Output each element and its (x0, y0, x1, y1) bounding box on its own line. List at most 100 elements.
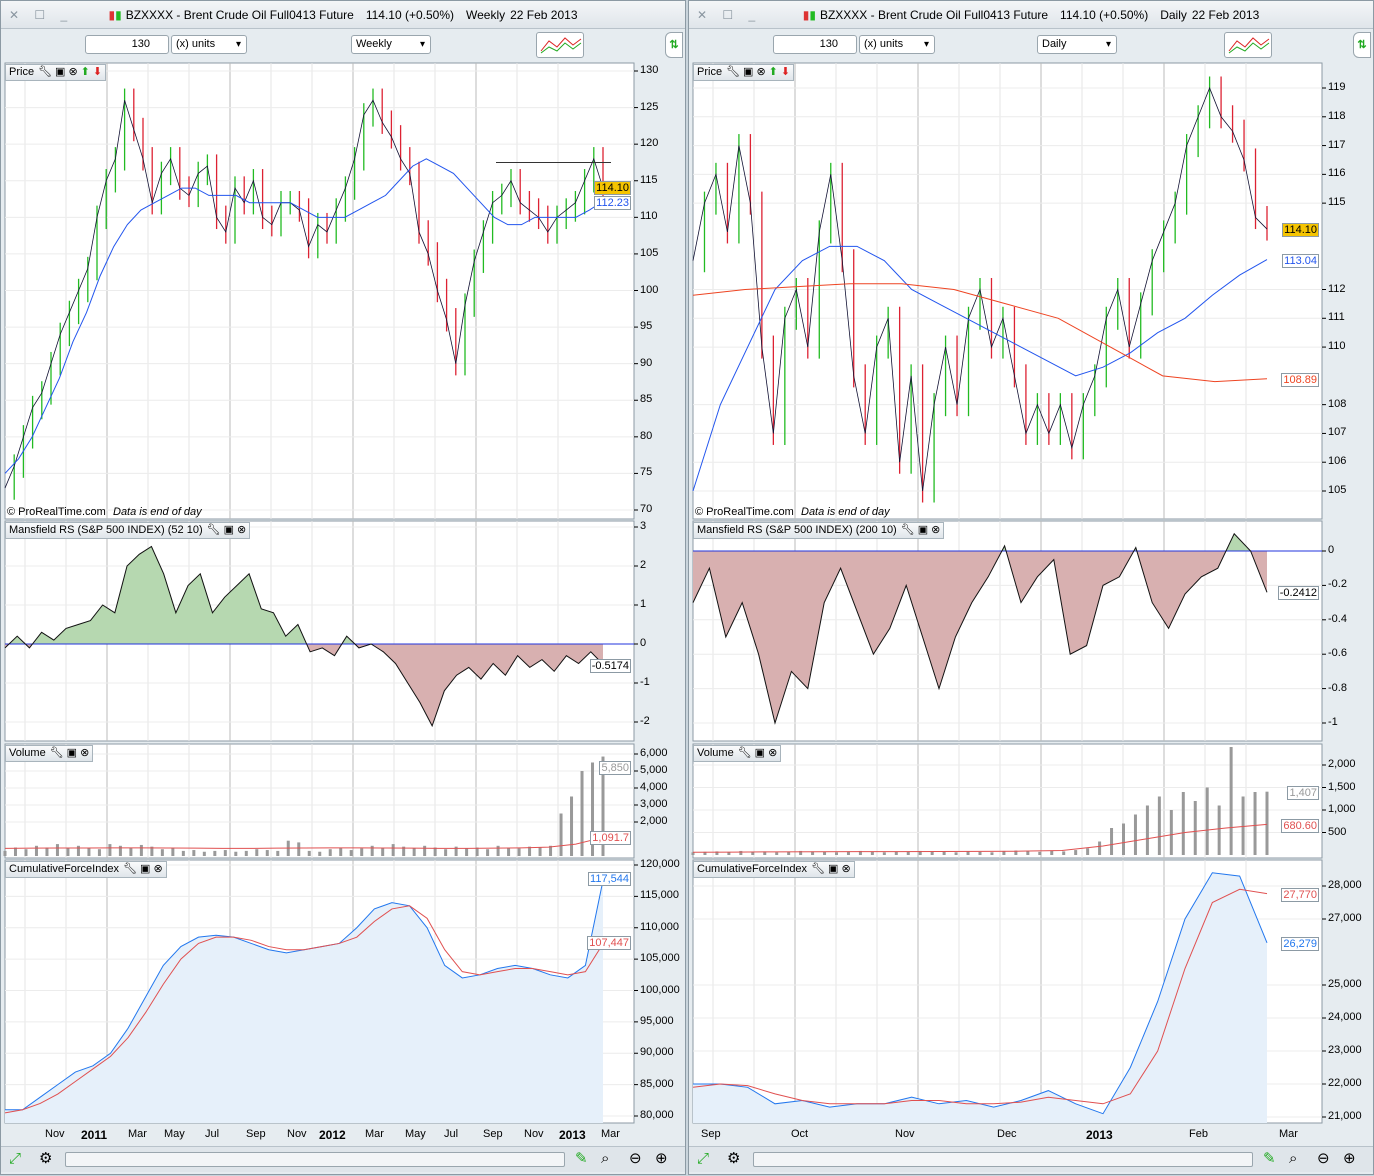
volume-bar (823, 851, 827, 855)
volume-bar (942, 851, 946, 855)
indicator-name: CumulativeForceIndex (9, 863, 120, 875)
indicators-icon[interactable] (536, 32, 584, 58)
mansfield-pane-label[interactable]: Mansfield RS (S&P 500 INDEX) (52 10) 🔧︎ ▣ ⊗ (5, 522, 251, 539)
volume-bar (882, 852, 886, 855)
volume-bar (775, 852, 779, 855)
window-controls[interactable]: ✕ ☐ _ (9, 8, 74, 22)
moving-average-red-line (692, 283, 1268, 383)
zoom-out-icon[interactable]: ⊖ (1317, 1150, 1330, 1167)
wrench-icon[interactable]: 🔧︎ (123, 863, 138, 875)
volume-bar (570, 796, 574, 856)
wrench-icon[interactable]: 🔧︎ (900, 524, 915, 536)
volume-bar (297, 842, 301, 856)
cfi-pane-label[interactable]: CumulativeForceIndex 🔧︎ ▣ ⊗ (693, 861, 855, 878)
volume-bar (192, 850, 196, 856)
close-icon[interactable]: ⊗ (80, 747, 90, 759)
price-pane-label[interactable]: Price 🔧︎ ▣ ⊗ ⬆ ⬇ (693, 64, 795, 81)
negative-area (693, 551, 1267, 723)
horizontal-scrollbar[interactable] (753, 1152, 1253, 1167)
x-axis-label: 2013 (559, 1128, 586, 1142)
zoom-fit-icon[interactable]: ⤢ (9, 1150, 22, 1167)
units-input[interactable]: 130 (773, 35, 857, 54)
volume-bar (517, 848, 521, 856)
price-pane-label[interactable]: Price 🔧︎ ▣ ⊗ ⬆ ⬇ (5, 64, 107, 81)
sidebar-toggle-icon[interactable]: ⇅ (665, 32, 683, 58)
axis-label: 105 (640, 246, 659, 259)
toolbar: 130(x) units Daily ⇅ (689, 30, 1373, 60)
volume-bar (811, 851, 815, 855)
sidebar-toggle-icon[interactable]: ⇅ (1353, 32, 1371, 58)
maximize-icon[interactable]: ▣ (223, 524, 234, 536)
wrench-icon[interactable]: 🔧︎ (38, 66, 53, 78)
candlestick-icon: ▮ (108, 8, 116, 22)
draw-icon[interactable]: ✎ (1263, 1150, 1276, 1167)
move-down-icon[interactable]: ⬇ (92, 66, 103, 78)
zoom-icon[interactable]: ⌕ (1289, 1150, 1298, 1167)
close-icon[interactable]: ⊗ (236, 524, 247, 536)
zoom-fit-icon[interactable]: ⤢ (697, 1150, 710, 1167)
axis-label: -1 (640, 676, 650, 688)
timeframe-select[interactable]: Weekly (351, 35, 431, 54)
volume-pane-label[interactable]: Volume 🔧︎ ▣ ⊗ (693, 745, 782, 762)
indicator-name: Price (697, 66, 723, 78)
quote: 114.10 (+0.50%) (1060, 8, 1149, 22)
move-up-icon[interactable]: ⬆ (80, 66, 90, 78)
zoom-in-icon[interactable]: ⊕ (1343, 1150, 1356, 1167)
close-icon[interactable]: ⊗ (68, 66, 78, 78)
axis-label: 2,000 (640, 815, 668, 827)
x-axis-label: Feb (1189, 1128, 1208, 1140)
mansfield-value-tag: -0.2412 (1277, 586, 1319, 600)
cfi-area (693, 872, 1267, 1123)
close-icon[interactable]: ⊗ (756, 66, 766, 78)
settings-icon[interactable]: ⚙ (727, 1150, 741, 1167)
zoom-out-icon[interactable]: ⊖ (629, 1150, 642, 1167)
instrument-title: BZXXXX - Brent Crude Oil Full0413 Future (819, 8, 1049, 22)
maximize-icon[interactable]: ▣ (743, 66, 754, 78)
maximize-icon[interactable]: ▣ (828, 863, 839, 875)
axis-label: 90 (640, 356, 653, 369)
close-icon[interactable]: ⊗ (153, 863, 163, 875)
units-input[interactable]: 130 (85, 35, 169, 54)
units-select[interactable]: (x) units (859, 35, 935, 54)
draw-icon[interactable]: ✎ (575, 1150, 588, 1167)
volume-bar (1133, 814, 1137, 855)
volume-bar (591, 762, 595, 856)
volume-bar (787, 851, 791, 855)
maximize-icon[interactable]: ▣ (140, 863, 151, 875)
window-controls[interactable]: ✕ ☐ _ (697, 8, 762, 22)
maximize-icon[interactable]: ▣ (55, 66, 66, 78)
volume-bar (423, 845, 427, 856)
volume-bar (691, 852, 695, 855)
close-icon[interactable]: ⊗ (931, 524, 941, 536)
wrench-icon[interactable]: 🔧︎ (811, 863, 826, 875)
volume-bar (1253, 792, 1257, 855)
maximize-icon[interactable]: ▣ (917, 524, 929, 536)
wrench-icon[interactable]: 🔧︎ (737, 747, 752, 759)
close-line (4, 99, 604, 489)
wrench-icon[interactable]: 🔧︎ (49, 747, 64, 759)
move-up-icon[interactable]: ⬆ (768, 66, 778, 78)
axis-label: 110 (640, 210, 658, 223)
volume-bar (360, 848, 364, 856)
maximize-icon[interactable]: ▣ (66, 747, 78, 759)
timeframe-select[interactable]: Daily (1037, 35, 1117, 54)
axis-label: 119 (1328, 81, 1346, 93)
zoom-in-icon[interactable]: ⊕ (655, 1150, 668, 1167)
wrench-icon[interactable]: 🔧︎ (206, 524, 221, 536)
close-icon[interactable]: ⊗ (768, 747, 778, 759)
settings-icon[interactable]: ⚙ (39, 1150, 53, 1167)
horizontal-scrollbar[interactable] (65, 1152, 565, 1167)
zoom-icon[interactable]: ⌕ (601, 1150, 610, 1167)
move-down-icon[interactable]: ⬇ (780, 66, 791, 78)
maximize-icon[interactable]: ▣ (754, 747, 766, 759)
mansfield-pane-label[interactable]: Mansfield RS (S&P 500 INDEX) (200 10) 🔧︎ ▣… (693, 522, 945, 539)
wrench-icon[interactable]: 🔧︎ (726, 66, 741, 78)
cfi-pane-label[interactable]: CumulativeForceIndex 🔧︎ ▣ ⊗ (5, 861, 167, 878)
indicators-icon[interactable] (1224, 32, 1272, 58)
volume-bar (894, 851, 898, 855)
volume-bar (1145, 805, 1149, 855)
volume-pane-label[interactable]: Volume 🔧︎ ▣ ⊗ (5, 745, 94, 762)
close-icon[interactable]: ⊗ (841, 863, 851, 875)
units-select[interactable]: (x) units (171, 35, 247, 54)
axis-label: 25,000 (1328, 978, 1362, 990)
